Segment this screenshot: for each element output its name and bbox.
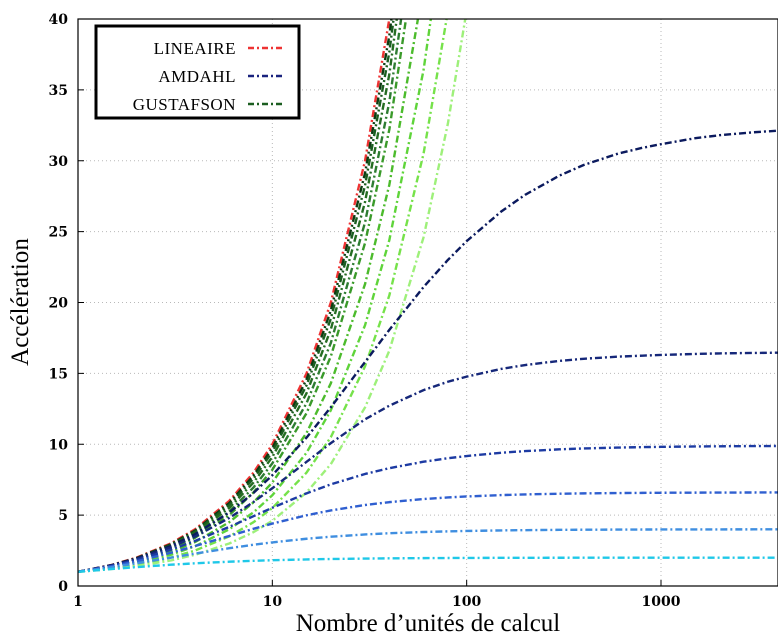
series-layer [78,19,778,574]
x-tick-label: 10 [263,594,283,610]
y-tick-label: 10 [49,437,69,453]
x-tick-label: 100 [452,594,481,610]
x-tick-label: 1 [73,594,83,610]
legend-label: LINEAIRE [154,39,236,58]
ticks: 1 10 100 1000 0 5 10 15 20 25 30 35 40 [49,12,681,610]
series-line-gustafson [78,19,403,574]
y-tick-label: 20 [49,296,69,312]
y-tick-label: 40 [49,12,69,28]
y-tick-label: 5 [58,508,68,524]
y-tick-label: 15 [49,366,68,382]
series-line-amdahl [78,444,778,574]
series-line-amdahl [78,528,778,574]
y-tick-label: 0 [58,579,68,595]
legend-label: GUSTAFSON [133,95,236,114]
legend: LINEAIRE AMDAHL GUSTAFSON [94,24,301,120]
series-line-gustafson [78,19,448,574]
series-line-gustafson [78,19,395,574]
y-tick-label: 25 [49,225,68,241]
y-tick-label: 35 [49,83,68,99]
series-line-amdahl [78,129,778,574]
x-axis-title: Nombre d’unités de calcul [296,610,561,637]
legend-label: AMDAHL [158,67,236,86]
y-tick-label: 30 [49,154,69,170]
legend-box [94,24,301,120]
series-line-amdahl [78,556,778,574]
y-axis-title: Accélération [7,238,34,366]
series-line-amdahl [78,491,778,574]
series-line-amdahl [78,351,778,574]
x-tick-label: 1000 [642,594,681,610]
